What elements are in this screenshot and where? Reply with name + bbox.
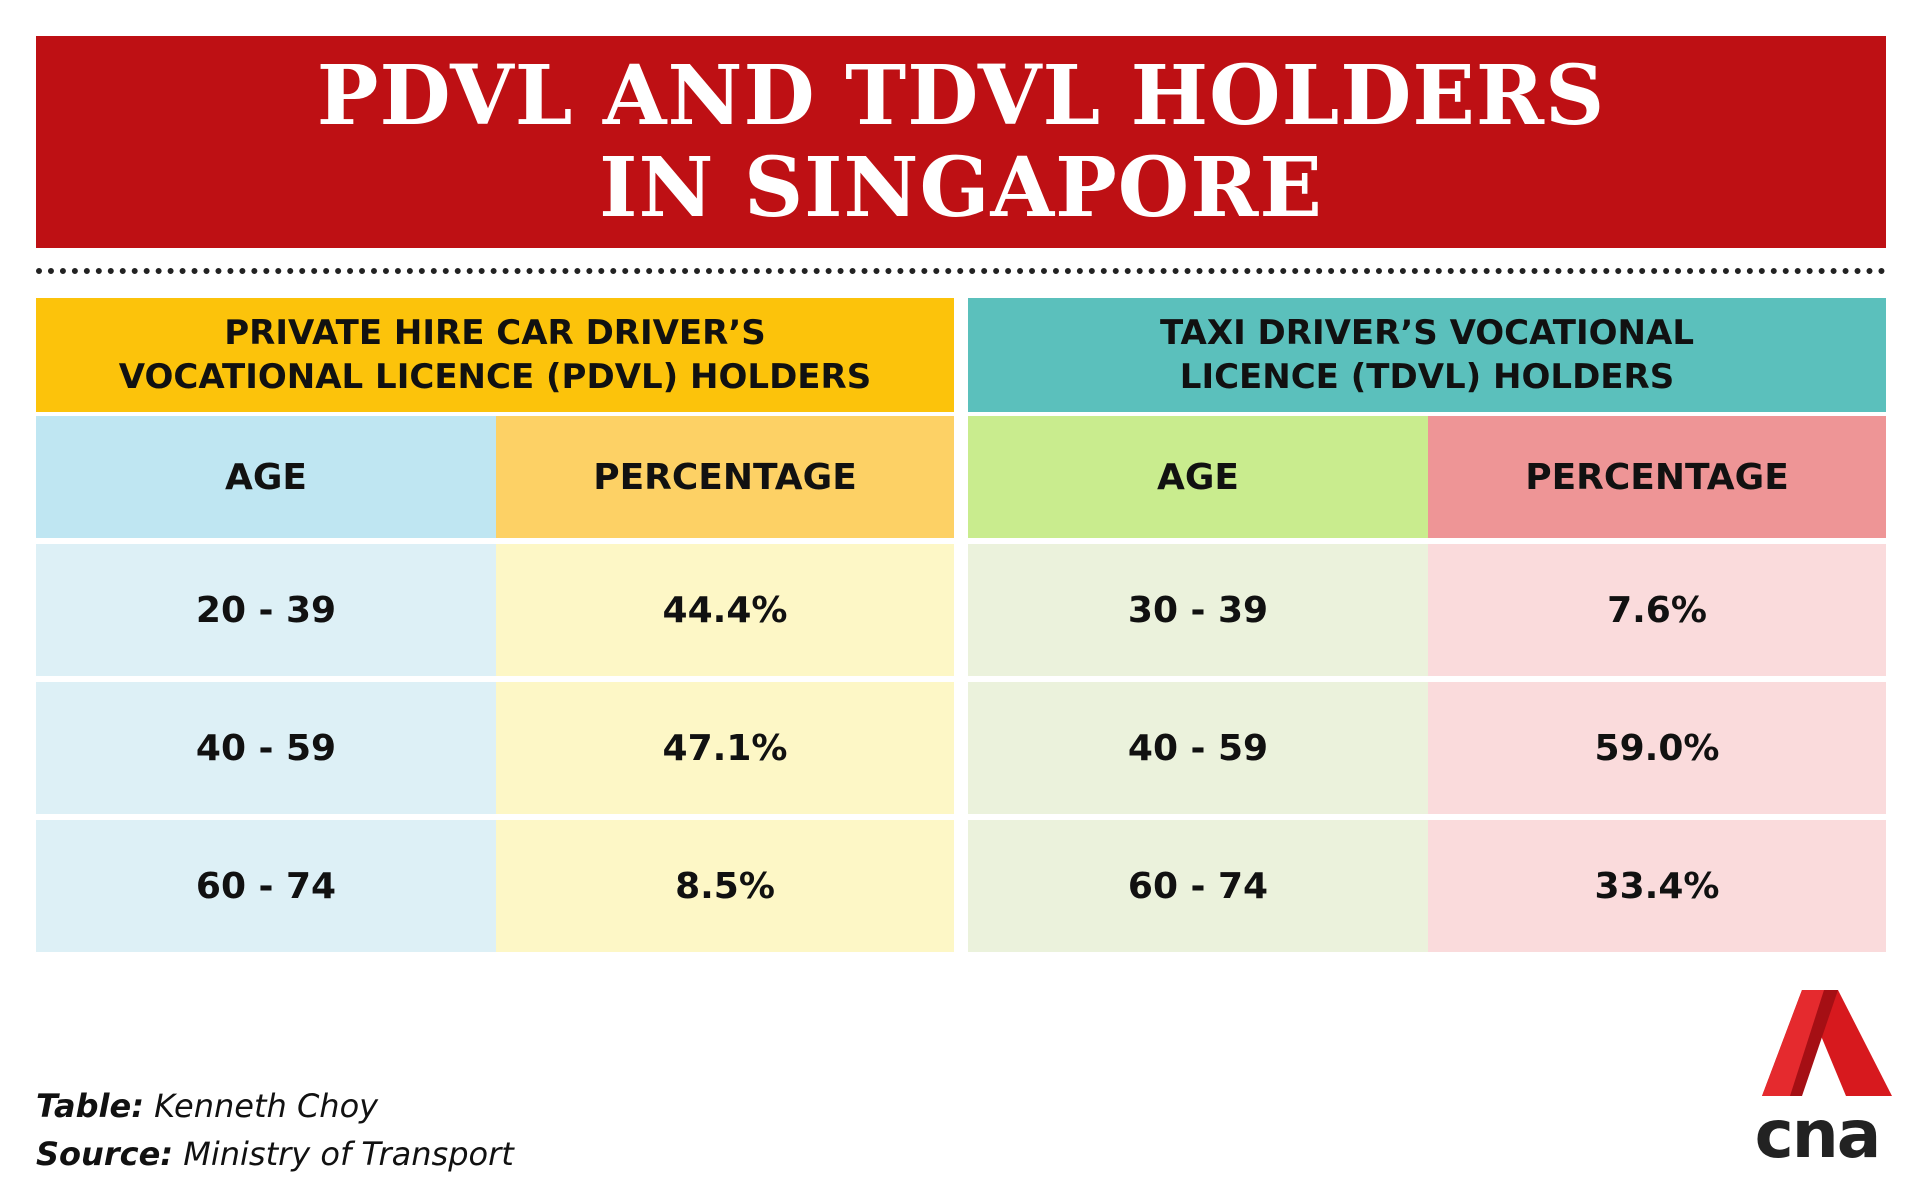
column-header-percentage: PERCENTAGE xyxy=(496,416,954,538)
pdvl-heading-line-1: PRIVATE HIRE CAR DRIVER’S xyxy=(224,313,766,353)
tdvl-heading-line-2: LICENCE (TDVL) HOLDERS xyxy=(1179,357,1675,397)
table-row: 40 - 59 47.1% xyxy=(36,682,954,814)
pdvl-table-heading: PRIVATE HIRE CAR DRIVER’S VOCATIONAL LIC… xyxy=(36,298,954,412)
table-header-row: AGE PERCENTAGE xyxy=(36,416,954,538)
source-credit: Source: Ministry of Transport xyxy=(36,1130,514,1178)
age-cell: 40 - 59 xyxy=(968,682,1428,814)
percentage-cell: 44.4% xyxy=(496,544,954,676)
column-header-age: AGE xyxy=(968,416,1428,538)
source-credit-label: Source: xyxy=(36,1135,174,1173)
table-row: 60 - 74 33.4% xyxy=(968,820,1886,952)
table-credit: Table: Kenneth Choy xyxy=(36,1082,514,1130)
table-row: 20 - 39 44.4% xyxy=(36,544,954,676)
percentage-cell: 7.6% xyxy=(1428,544,1886,676)
tdvl-table-grid: AGE PERCENTAGE 30 - 39 7.6% 40 - 59 59.0… xyxy=(968,416,1886,952)
table-row: 30 - 39 7.6% xyxy=(968,544,1886,676)
tdvl-table-heading: TAXI DRIVER’S VOCATIONAL LICENCE (TDVL) … xyxy=(968,298,1886,412)
tdvl-table: TAXI DRIVER’S VOCATIONAL LICENCE (TDVL) … xyxy=(968,298,1886,952)
pdvl-heading-line-2: VOCATIONAL LICENCE (PDVL) HOLDERS xyxy=(118,357,872,397)
age-cell: 20 - 39 xyxy=(36,544,496,676)
age-cell: 60 - 74 xyxy=(36,820,496,952)
cna-logo: cna xyxy=(1742,986,1892,1176)
pdvl-table: PRIVATE HIRE CAR DRIVER’S VOCATIONAL LIC… xyxy=(36,298,954,952)
tdvl-heading-line-1: TAXI DRIVER’S VOCATIONAL xyxy=(1159,313,1694,353)
page-title-line-2: IN SINGAPORE xyxy=(599,140,1323,236)
table-row: 40 - 59 59.0% xyxy=(968,682,1886,814)
title-banner: PDVL AND TDVL HOLDERS IN SINGAPORE xyxy=(36,36,1886,248)
cna-logo-icon xyxy=(1762,990,1892,1096)
age-cell: 40 - 59 xyxy=(36,682,496,814)
dotted-divider xyxy=(36,268,1886,274)
percentage-cell: 59.0% xyxy=(1428,682,1886,814)
source-credit-value: Ministry of Transport xyxy=(173,1135,514,1173)
table-row: 60 - 74 8.5% xyxy=(36,820,954,952)
table-credit-value: Kenneth Choy xyxy=(144,1087,379,1125)
age-cell: 60 - 74 xyxy=(968,820,1428,952)
table-credit-label: Table: xyxy=(36,1087,144,1125)
cna-logo-text: cna xyxy=(1754,1096,1882,1173)
column-header-age: AGE xyxy=(36,416,496,538)
column-header-percentage: PERCENTAGE xyxy=(1428,416,1886,538)
percentage-cell: 47.1% xyxy=(496,682,954,814)
table-header-row: AGE PERCENTAGE xyxy=(968,416,1886,538)
credits: Table: Kenneth Choy Source: Ministry of … xyxy=(36,1082,514,1178)
page-title-line-1: PDVL AND TDVL HOLDERS xyxy=(316,48,1606,144)
age-cell: 30 - 39 xyxy=(968,544,1428,676)
percentage-cell: 33.4% xyxy=(1428,820,1886,952)
percentage-cell: 8.5% xyxy=(496,820,954,952)
pdvl-table-grid: AGE PERCENTAGE 20 - 39 44.4% 40 - 59 47.… xyxy=(36,416,954,952)
